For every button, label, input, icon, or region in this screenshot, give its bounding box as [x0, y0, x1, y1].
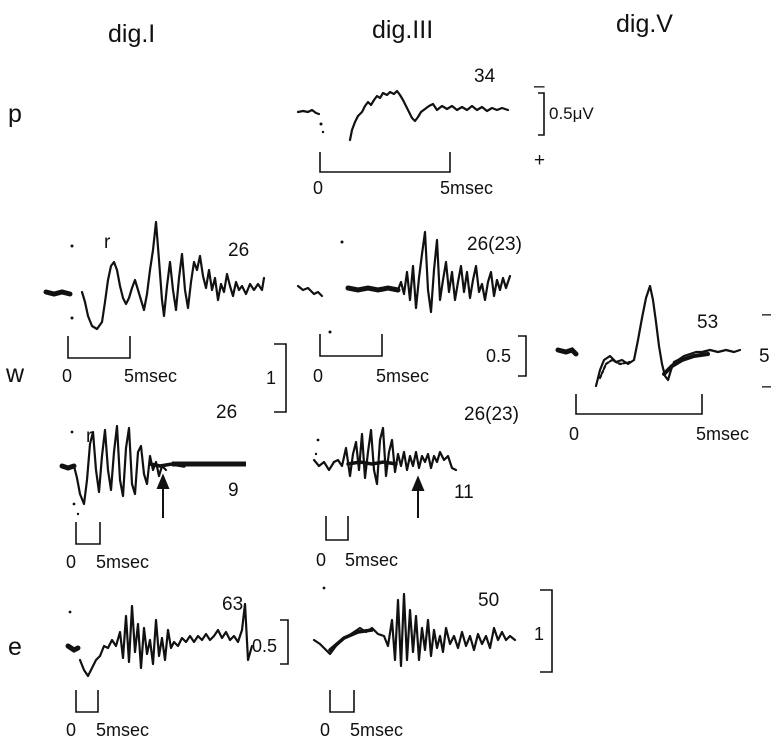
trace-e-dig1 [65, 602, 254, 678]
trace-e-dig3 [312, 586, 517, 668]
e-dig1-amplitude-calibration: 0.5 [252, 636, 277, 656]
row-label-p: p [8, 100, 22, 128]
e-dig3-time-zero: 0 [320, 720, 330, 740]
w-dig1-lower-time-zero: 0 [66, 552, 76, 572]
trace-w-dig1-lower [59, 424, 246, 516]
p-time-scale-bar [319, 152, 451, 173]
trace-p-dig3 [296, 89, 510, 142]
w-dig3-lower-time-scale-bar [325, 516, 349, 541]
e-dig3-amplitude-scale-bar [540, 589, 553, 673]
w-dig3-lower-end-number: 11 [454, 482, 474, 503]
e-dig1-time-scale-label: 5msec [96, 720, 149, 740]
w-dig3-upper-time-scale-label: 5msec [376, 366, 429, 386]
w-dig3-amplitude-scale-bar [518, 335, 527, 377]
w-dig1-lower-number: 26 [216, 402, 237, 423]
w-amplitude-scale-bar [274, 343, 287, 413]
w-dig1-upper-time-scale-label: 5msec [124, 366, 177, 386]
p-trace-number: 34 [474, 66, 496, 87]
w-dig1-lower-peak-label: r [86, 426, 93, 447]
w-dig1-upper-time-zero: 0 [62, 366, 72, 386]
w-dig1-lower-end-number: 9 [228, 480, 239, 501]
p-polarity-minus: – [534, 76, 545, 97]
e-dig1-number: 63 [222, 594, 243, 615]
column-header-dig3: dig.III [372, 16, 433, 44]
p-time-scale-label: 5msec [440, 178, 493, 198]
column-header-dig1: dig.I [108, 20, 155, 48]
w-dig5-number: 53 [697, 312, 718, 333]
p-polarity-plus: + [534, 150, 545, 171]
w-dig5-lower-tick: – [762, 376, 771, 397]
w-dig3-lower-number: 26(23) [464, 404, 519, 425]
row-label-w: w [5, 360, 25, 388]
p-time-zero: 0 [313, 178, 323, 198]
w-dig3-upper-number: 26(23) [467, 234, 522, 255]
w-dig5-time-scale-label: 5msec [696, 424, 749, 444]
w-amplitude-calibration: 1 [266, 368, 276, 388]
trace-w-dig5 [555, 284, 742, 388]
e-dig1-amplitude-scale-bar [280, 619, 289, 665]
trace-w-dig3-upper [296, 230, 512, 334]
w-dig5-calibration-value: 5 [759, 346, 770, 367]
w-dig1-lower-time-scale-bar [75, 522, 101, 545]
w-dig3-lower-time-scale-label: 5msec [345, 550, 398, 570]
w-dig1-upper-number: 26 [228, 240, 249, 261]
w-dig3-lower-arrow [411, 475, 425, 518]
w-dig5-upper-tick: – [762, 304, 771, 325]
w-dig3-upper-time-zero: 0 [313, 366, 323, 386]
e-dig3-time-scale-label: 5msec [350, 720, 403, 740]
w-dig1-lower-arrow [156, 473, 170, 518]
w-dig5-time-zero: 0 [569, 424, 579, 444]
e-dig1-time-zero: 0 [66, 720, 76, 740]
p-amplitude-scale-bar [538, 92, 545, 136]
w-dig1-lower-time-scale-label: 5msec [96, 552, 149, 572]
column-header-dig5: dig.V [616, 10, 673, 38]
w-dig1-upper-time-scale-bar [67, 336, 131, 359]
e-dig3-number: 50 [478, 590, 499, 611]
w-dig3-upper-time-scale-bar [319, 334, 383, 357]
w-dig3-lower-time-zero: 0 [316, 550, 326, 570]
row-label-e: e [8, 633, 22, 661]
w-dig3-amplitude-calibration: 0.5 [486, 346, 511, 366]
w-dig1-upper-peak-label: r [104, 232, 111, 253]
p-amplitude-calibration: 0.5μV [549, 104, 594, 123]
e-dig3-amplitude-calibration: 1 [534, 624, 544, 644]
trace-w-dig1-upper [43, 220, 266, 331]
w-dig5-time-scale-bar [575, 394, 703, 415]
trace-w-dig3-lower [312, 426, 458, 486]
e-dig1-time-scale-bar [75, 690, 99, 713]
e-dig3-time-scale-bar [329, 690, 355, 713]
